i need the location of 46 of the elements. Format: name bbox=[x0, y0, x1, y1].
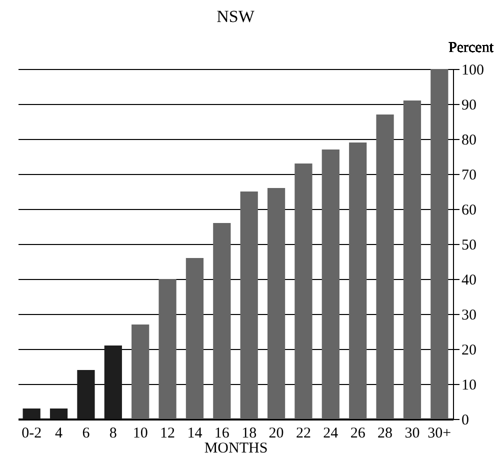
x-tick-label: 4 bbox=[55, 426, 64, 442]
bar bbox=[213, 223, 231, 419]
bar bbox=[376, 114, 394, 419]
x-tick-label: 18 bbox=[242, 426, 257, 442]
x-tick-label: 6 bbox=[82, 426, 90, 442]
bar bbox=[403, 100, 422, 419]
x-tick-label: 30 bbox=[404, 426, 420, 442]
y-tick-label: 40 bbox=[462, 272, 476, 288]
x-tick-label: 20 bbox=[268, 426, 284, 442]
x-tick-label: 8 bbox=[109, 426, 117, 442]
bar bbox=[349, 142, 367, 419]
bar bbox=[104, 346, 122, 419]
x-tick-label: 10 bbox=[132, 426, 148, 442]
y-tick-label: 30 bbox=[462, 308, 476, 324]
y-axis-title: Percent bbox=[448, 40, 494, 56]
y-tick-label: 50 bbox=[462, 238, 476, 254]
bar bbox=[158, 279, 176, 419]
x-tick-label: 14 bbox=[187, 426, 203, 442]
x-tick-label: 30+ bbox=[428, 426, 452, 442]
bar bbox=[294, 164, 312, 419]
bar bbox=[322, 150, 340, 419]
x-tick-label: 0-2 bbox=[22, 426, 42, 442]
x-tick-label: 26 bbox=[350, 426, 366, 442]
y-tick-label: 60 bbox=[462, 202, 476, 218]
bar bbox=[267, 188, 286, 419]
bar bbox=[132, 324, 150, 419]
x-tick-label: 24 bbox=[323, 426, 339, 442]
bar bbox=[77, 370, 95, 419]
bar bbox=[50, 408, 68, 419]
y-tick-label: 100 bbox=[462, 62, 484, 78]
chart-title: NSW bbox=[216, 7, 256, 26]
bar bbox=[22, 408, 40, 419]
bar bbox=[430, 69, 448, 419]
bar bbox=[240, 192, 258, 419]
bar bbox=[186, 258, 204, 419]
x-tick-label: 22 bbox=[296, 426, 311, 442]
y-tick-label: 80 bbox=[462, 132, 476, 148]
x-tick-label: 16 bbox=[214, 426, 230, 442]
y-tick-label: 10 bbox=[462, 378, 476, 394]
y-tick-label: 70 bbox=[462, 168, 476, 184]
y-tick-label: 0 bbox=[462, 412, 469, 428]
y-tick-label: 90 bbox=[462, 98, 476, 114]
x-axis-title: MONTHS bbox=[204, 440, 268, 456]
x-tick-label: 12 bbox=[160, 426, 176, 442]
x-tick-label: 28 bbox=[378, 426, 393, 442]
y-tick-label: 20 bbox=[462, 342, 476, 358]
